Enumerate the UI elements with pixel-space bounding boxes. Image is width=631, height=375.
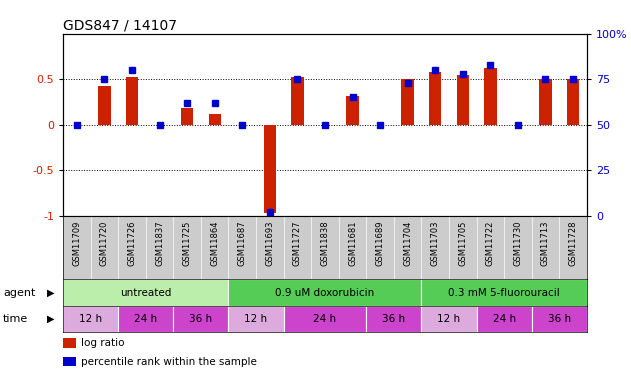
Bar xyxy=(283,306,367,332)
Bar xyxy=(208,114,221,125)
Bar xyxy=(63,357,76,366)
Bar xyxy=(457,75,469,124)
Text: GSM11728: GSM11728 xyxy=(569,221,577,266)
Bar xyxy=(476,306,532,332)
Text: 36 h: 36 h xyxy=(382,314,406,324)
Bar xyxy=(540,79,551,124)
Bar xyxy=(63,306,118,332)
Text: GSM11713: GSM11713 xyxy=(541,221,550,266)
Text: 36 h: 36 h xyxy=(189,314,213,324)
Text: agent: agent xyxy=(3,288,35,297)
Text: GSM11687: GSM11687 xyxy=(238,221,247,266)
Bar xyxy=(567,79,579,124)
Text: GSM11693: GSM11693 xyxy=(266,221,274,266)
Bar xyxy=(98,87,110,124)
Bar xyxy=(126,77,138,125)
Text: GSM11837: GSM11837 xyxy=(155,221,164,266)
Bar xyxy=(228,279,422,306)
Text: percentile rank within the sample: percentile rank within the sample xyxy=(81,357,257,367)
Text: GSM11726: GSM11726 xyxy=(127,221,136,266)
Bar xyxy=(532,306,587,332)
Text: 12 h: 12 h xyxy=(244,314,268,324)
Bar xyxy=(181,108,193,124)
Text: untreated: untreated xyxy=(120,288,172,297)
Text: ▶: ▶ xyxy=(47,314,55,324)
Bar xyxy=(484,68,497,124)
Bar xyxy=(63,279,228,306)
Text: 24 h: 24 h xyxy=(134,314,157,324)
Text: GSM11681: GSM11681 xyxy=(348,221,357,266)
Bar xyxy=(422,279,587,306)
Text: 24 h: 24 h xyxy=(493,314,516,324)
Text: GSM11703: GSM11703 xyxy=(431,221,440,266)
Text: 0.3 mM 5-fluorouracil: 0.3 mM 5-fluorouracil xyxy=(448,288,560,297)
Bar xyxy=(422,306,476,332)
Bar xyxy=(174,306,228,332)
Text: log ratio: log ratio xyxy=(81,338,125,348)
Text: time: time xyxy=(3,314,28,324)
Text: GSM11720: GSM11720 xyxy=(100,221,109,266)
Text: GSM11725: GSM11725 xyxy=(182,221,192,266)
Text: GSM11864: GSM11864 xyxy=(210,221,219,266)
Bar xyxy=(228,306,283,332)
Text: 0.9 uM doxorubicin: 0.9 uM doxorubicin xyxy=(275,288,375,297)
Text: GSM11730: GSM11730 xyxy=(514,221,522,266)
Bar xyxy=(264,124,276,213)
Bar xyxy=(429,72,442,124)
Text: 12 h: 12 h xyxy=(437,314,461,324)
Text: GSM11705: GSM11705 xyxy=(458,221,468,266)
Text: 36 h: 36 h xyxy=(548,314,571,324)
Text: 24 h: 24 h xyxy=(314,314,336,324)
Text: GSM11709: GSM11709 xyxy=(73,221,81,266)
Text: GSM11722: GSM11722 xyxy=(486,221,495,266)
Text: GSM11704: GSM11704 xyxy=(403,221,412,266)
Bar xyxy=(367,306,422,332)
Text: ▶: ▶ xyxy=(47,288,55,297)
Bar xyxy=(118,306,174,332)
Text: GDS847 / 14107: GDS847 / 14107 xyxy=(63,19,177,33)
Bar xyxy=(346,96,359,124)
Text: GSM11838: GSM11838 xyxy=(321,221,329,266)
Bar xyxy=(401,79,414,124)
Text: 12 h: 12 h xyxy=(79,314,102,324)
Text: GSM11689: GSM11689 xyxy=(375,221,384,266)
Bar xyxy=(63,338,76,348)
Bar xyxy=(291,77,304,125)
Text: GSM11727: GSM11727 xyxy=(293,221,302,266)
